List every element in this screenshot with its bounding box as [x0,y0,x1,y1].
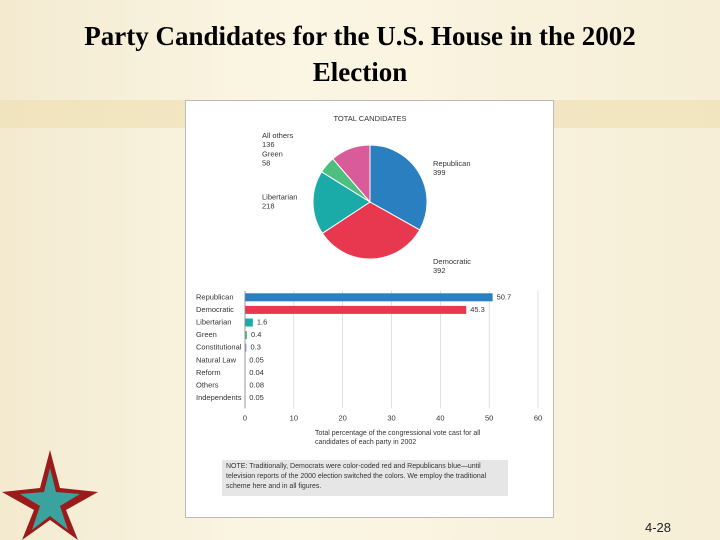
page-number: 4-28 [645,520,672,535]
pie-value: 392 [433,266,446,275]
pie-value: 218 [262,202,275,211]
bar-value-label: 0.05 [249,393,264,402]
y-tick-label: Constitutional [196,343,242,352]
pie-label: Democratic [433,257,471,266]
y-tick-label: Independents [196,393,242,402]
bar [245,343,247,352]
bar-value-label: 0.08 [249,380,264,389]
slide-title: Party Candidates for the U.S. House in t… [84,21,636,87]
y-tick-label: Green [196,330,217,339]
x-tick-label: 50 [485,413,493,422]
y-tick-label: Natural Law [196,355,237,364]
bar-value-label: 0.4 [251,330,261,339]
y-tick-label: Others [196,380,219,389]
x-tick-label: 10 [290,413,298,422]
x-axis-label: Total percentage of the congressional vo… [315,430,481,446]
star-icon [2,450,98,540]
y-tick-label: Republican [196,292,234,301]
bar-value-label: 1.6 [257,317,267,326]
y-tick-label: Reform [196,368,221,377]
bar-value-label: 0.04 [249,368,264,377]
bar [245,318,253,327]
pie-value: 58 [262,159,270,168]
pie-slice [321,201,421,260]
pie-label: Republican [433,159,471,168]
figure-note: NOTE: Traditionally, Democrats were colo… [222,460,508,496]
pie-label: Green [262,150,283,159]
x-tick-label: 20 [338,413,346,422]
pie-value: 136 [262,140,275,149]
x-tick-label: 60 [534,413,542,422]
pie-slice [312,171,371,234]
pie-title: TOTAL CANDIDATES [333,114,406,123]
bar [245,293,493,302]
bar-value-label: 45.3 [470,305,485,314]
x-tick-label: 40 [436,413,444,422]
pie-label: Libertarian [262,193,297,202]
pie-label: All others [262,131,294,140]
bar-value-label: 0.05 [249,355,264,364]
pie-slice [332,144,371,204]
bar [245,331,247,340]
pie-value: 399 [433,168,446,177]
y-tick-label: Democratic [196,305,234,314]
x-tick-label: 30 [387,413,395,422]
bar [245,305,467,314]
bar-value-label: 50.7 [497,292,512,301]
x-tick-label: 0 [243,413,247,422]
y-tick-label: Libertarian [196,317,231,326]
bar-value-label: 0.3 [250,343,260,352]
pie-slice [369,144,428,231]
